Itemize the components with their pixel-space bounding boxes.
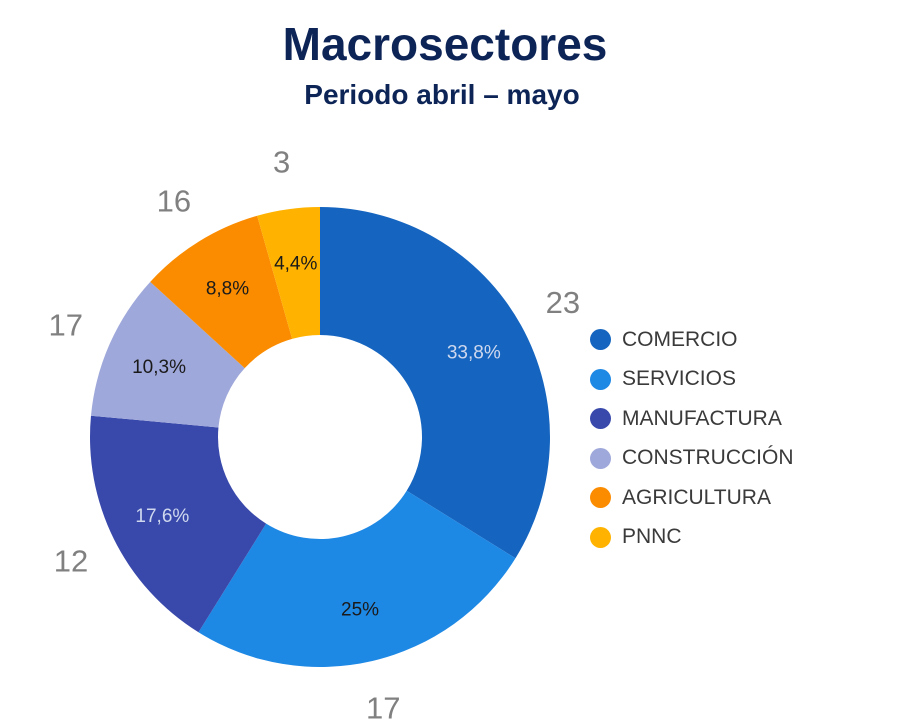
count-label-manufactura: 12 xyxy=(54,544,88,579)
slice-manufactura xyxy=(90,415,267,633)
pct-label-agricultura: 8,8% xyxy=(206,278,249,299)
slice-construccion xyxy=(90,281,245,428)
legend-swatch-pnnc xyxy=(590,526,611,548)
pct-label-manufactura: 17,6% xyxy=(135,506,189,527)
legend-swatch-comercio xyxy=(590,329,611,351)
pct-label-construccion: 10,3% xyxy=(132,357,186,378)
legend-item-agricultura: AGRICULTURA xyxy=(590,478,794,518)
legend-item-pnnc: PNNC xyxy=(590,518,794,558)
count-label-comercio: 23 xyxy=(546,285,580,320)
count-label-agricultura: 16 xyxy=(157,184,191,219)
legend-label-pnnc: PNNC xyxy=(622,525,682,549)
chart-legend: COMERCIO SERVICIOS MANUFACTURA CONSTRUCCIÓN… xyxy=(590,320,794,557)
legend-item-comercio: COMERCIO xyxy=(590,320,794,360)
legend-swatch-servicios xyxy=(590,368,611,390)
legend-item-construccion: CONSTRUCCIÓN xyxy=(590,439,794,479)
legend-label-construccion: CONSTRUCCIÓN xyxy=(622,446,794,470)
legend-swatch-agricultura xyxy=(590,487,611,509)
legend-label-comercio: COMERCIO xyxy=(622,327,738,351)
slice-comercio xyxy=(320,207,550,559)
count-label-construccion: 17 xyxy=(49,307,83,342)
chart-title: Macrosectores xyxy=(282,18,608,70)
pct-label-comercio: 33,8% xyxy=(447,342,501,363)
chart-subtitle: Periodo abril – mayo xyxy=(304,79,580,110)
legend-swatch-construccion xyxy=(590,447,611,469)
legend-label-servicios: SERVICIOS xyxy=(622,367,736,391)
legend-label-manufactura: MANUFACTURA xyxy=(622,406,782,430)
legend-item-manufactura: MANUFACTURA xyxy=(590,399,794,439)
legend-item-servicios: SERVICIOS xyxy=(590,360,794,400)
pct-label-pnnc: 4,4% xyxy=(274,254,317,275)
count-label-pnnc: 3 xyxy=(273,145,290,180)
count-label-servicios: 17 xyxy=(366,691,400,721)
slice-servicios xyxy=(198,490,516,667)
slice-pnnc xyxy=(257,207,320,339)
slice-agricultura xyxy=(150,215,293,369)
legend-swatch-manufactura xyxy=(590,408,611,430)
pct-label-servicios: 25% xyxy=(341,599,379,620)
legend-label-agricultura: AGRICULTURA xyxy=(622,485,771,509)
